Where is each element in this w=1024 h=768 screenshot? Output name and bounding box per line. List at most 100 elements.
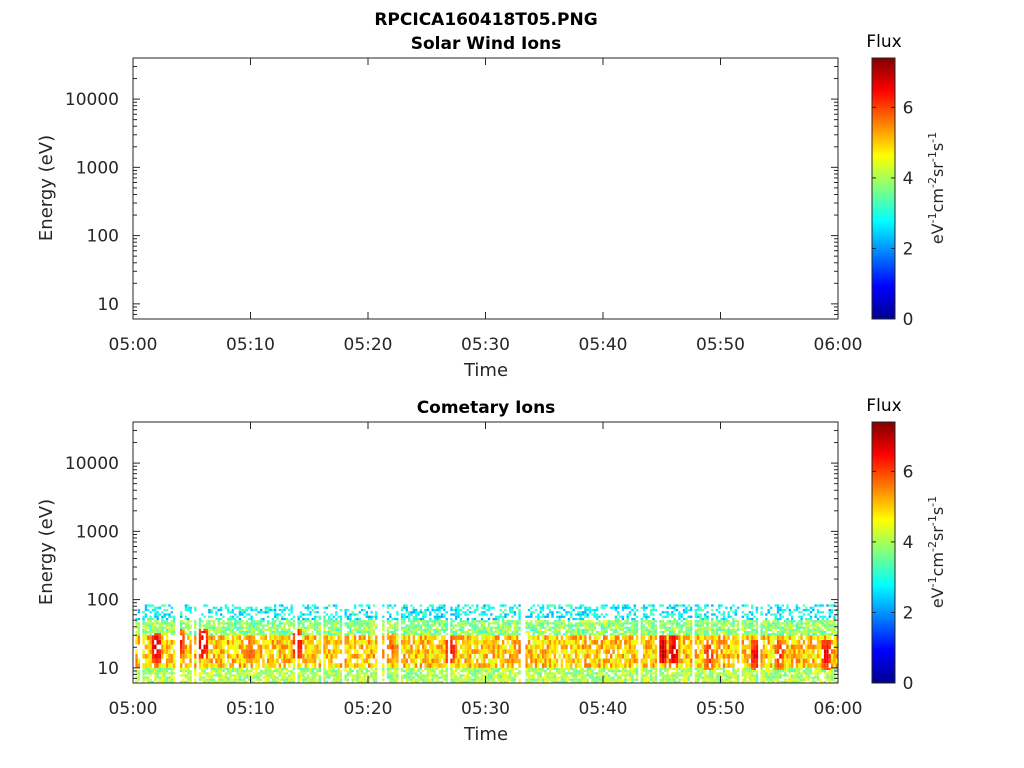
heatmap-cell <box>158 676 162 679</box>
heatmap-cell <box>443 613 446 616</box>
heatmap-cell <box>664 680 667 683</box>
heatmap-cell <box>433 674 437 677</box>
heatmap-cell <box>600 658 603 664</box>
heatmap-cell <box>368 676 371 679</box>
heatmap-cell <box>238 630 242 634</box>
heatmap-cell <box>443 628 446 631</box>
heatmap-cell <box>419 663 423 668</box>
heatmap-cell <box>283 674 286 677</box>
heatmap-cell <box>565 633 568 636</box>
heatmap-cell <box>156 630 159 634</box>
heatmap-cell <box>149 658 152 664</box>
heatmap-cell <box>172 653 176 659</box>
heatmap-cell <box>276 653 279 659</box>
heatmap-cell <box>560 658 564 664</box>
heatmap-cell <box>382 628 385 631</box>
heatmap-cell <box>278 672 282 675</box>
heatmap-cell <box>407 630 411 634</box>
heatmap-cell <box>313 611 317 614</box>
heatmap-cell <box>151 635 155 640</box>
heatmap-cell <box>541 658 545 664</box>
heatmap-cell <box>332 680 336 683</box>
heatmap-cell <box>271 620 274 623</box>
heatmap-cell <box>664 639 667 645</box>
heatmap-cell <box>457 615 460 618</box>
heatmap-cell <box>368 635 371 640</box>
heatmap-cell <box>560 649 564 654</box>
heatmap-cell <box>664 615 667 618</box>
heatmap-cell <box>715 615 719 618</box>
heatmap-cell <box>219 663 223 668</box>
heatmap-cell <box>600 613 603 616</box>
heatmap-cell <box>165 620 169 623</box>
heatmap-cell <box>431 639 434 645</box>
heatmap-cell <box>563 639 566 645</box>
heatmap-cell <box>163 633 166 636</box>
heatmap-cell <box>697 615 700 618</box>
heatmap-cell <box>422 678 425 681</box>
heatmap-cell <box>513 624 517 627</box>
heatmap-cell <box>238 633 242 636</box>
heatmap-cell <box>654 620 658 623</box>
heatmap-cell <box>356 620 359 623</box>
heatmap-cell <box>259 617 263 621</box>
heatmap-cell <box>304 635 307 640</box>
heatmap-cell <box>485 667 488 671</box>
heatmap-cell <box>358 635 361 640</box>
heatmap-cell <box>678 611 681 614</box>
heatmap-cell <box>217 608 220 612</box>
heatmap-cell <box>370 676 373 679</box>
heatmap-cell <box>581 624 585 627</box>
heatmap-cell <box>306 613 310 616</box>
heatmap-cell <box>612 658 615 664</box>
heatmap-cell <box>720 620 723 623</box>
heatmap-cell <box>400 613 404 616</box>
heatmap-cell <box>509 620 512 623</box>
heatmap-cell <box>217 672 220 675</box>
heatmap-cell <box>494 620 498 623</box>
heatmap-cell <box>259 653 263 659</box>
heatmap-cell <box>548 658 552 664</box>
heatmap-cell <box>682 676 686 679</box>
heatmap-cell <box>659 635 662 640</box>
heatmap-cell <box>436 663 439 668</box>
heatmap-cell <box>454 628 458 631</box>
heatmap-cell <box>661 678 665 681</box>
heatmap-cell <box>476 639 479 645</box>
heatmap-cell <box>412 670 415 673</box>
heatmap-cell <box>224 633 227 636</box>
heatmap-cell <box>231 658 235 664</box>
heatmap-cell <box>368 628 371 631</box>
heatmap-cell <box>666 626 669 629</box>
heatmap-cell <box>205 633 209 636</box>
heatmap-cell <box>170 678 173 681</box>
heatmap-cell <box>170 626 173 629</box>
heatmap-cell <box>229 630 232 634</box>
heatmap-cell <box>255 622 258 625</box>
heatmap-cell <box>652 676 655 679</box>
heatmap-cell <box>168 672 171 675</box>
heatmap-cell <box>645 658 648 664</box>
heatmap-cell <box>541 667 545 671</box>
heatmap-cell <box>135 635 138 640</box>
heatmap-cell <box>236 672 239 675</box>
heatmap-cell <box>227 622 230 625</box>
heatmap-cell <box>297 653 300 659</box>
heatmap-cell <box>330 633 333 636</box>
heatmap-cell <box>487 663 491 668</box>
heatmap-cell <box>697 613 700 616</box>
heatmap-cell <box>201 658 204 664</box>
heatmap-cell <box>386 622 390 625</box>
heatmap-cell <box>624 620 627 623</box>
heatmap-cell <box>187 633 190 636</box>
heatmap-cell <box>332 626 336 629</box>
heatmap-cell <box>633 639 636 645</box>
heatmap-cell <box>715 639 719 645</box>
heatmap-cell <box>271 676 274 679</box>
heatmap-cell <box>558 617 561 621</box>
heatmap-cell <box>485 626 488 629</box>
heatmap-cell <box>217 617 220 621</box>
heatmap-cell <box>170 676 173 679</box>
heatmap-cell <box>593 680 596 683</box>
